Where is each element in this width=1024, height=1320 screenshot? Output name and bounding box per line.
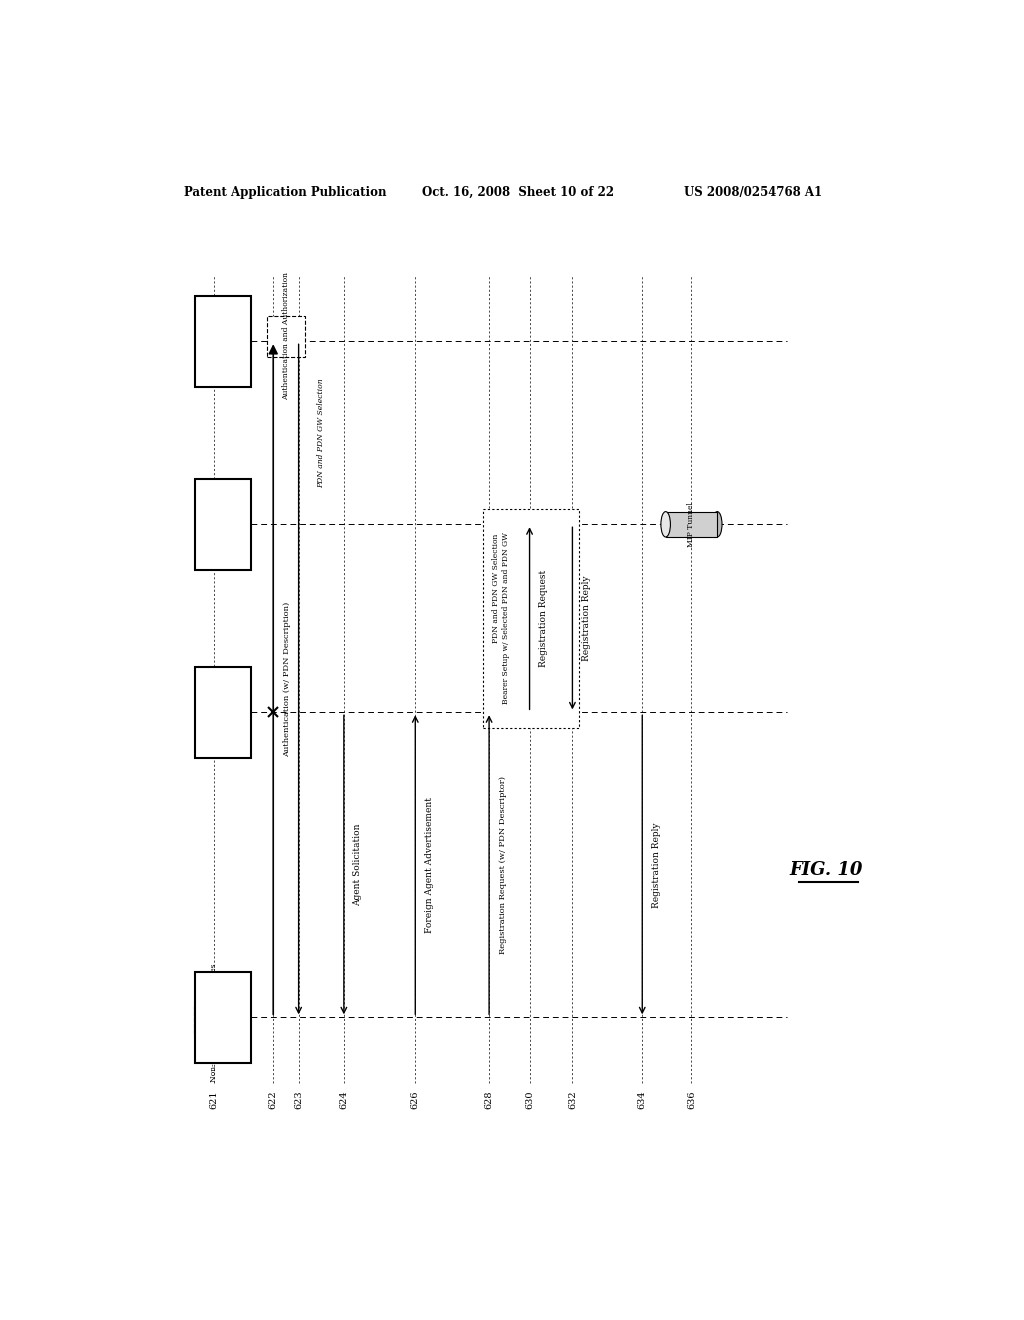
Text: 626: 626	[411, 1090, 420, 1109]
Text: PDN and PDN GW Selection: PDN and PDN GW Selection	[317, 378, 326, 487]
Text: Bearer Setup w/ Selected PDN and PDN GW: Bearer Setup w/ Selected PDN and PDN GW	[502, 532, 510, 705]
Text: 621: 621	[209, 1090, 218, 1109]
Bar	[482, 510, 579, 727]
Text: Registration Reply: Registration Reply	[582, 576, 591, 661]
Bar	[666, 512, 717, 537]
Text: FIG. 10: FIG. 10	[790, 861, 863, 879]
Bar	[196, 972, 251, 1063]
Text: PDN and PDN GW Selection: PDN and PDN GW Selection	[493, 533, 501, 643]
Text: SRD: SRD	[218, 1005, 228, 1031]
Text: 630: 630	[525, 1090, 535, 1109]
Text: MIP Tunnel: MIP Tunnel	[687, 502, 695, 546]
Text: Registration Reply: Registration Reply	[652, 822, 660, 908]
Text: Authentication (w/ PDN Description): Authentication (w/ PDN Description)	[283, 602, 291, 756]
Text: 622: 622	[268, 1090, 278, 1109]
Bar	[196, 479, 251, 570]
Text: 623: 623	[294, 1090, 303, 1109]
Text: AP of an AN: AP of an AN	[218, 675, 228, 750]
Text: 636: 636	[687, 1090, 696, 1109]
Bar	[196, 296, 251, 387]
Text: Foreign Agent Advertisement: Foreign Agent Advertisement	[425, 797, 434, 933]
Text: Patent Application Publication: Patent Application Publication	[183, 186, 386, 199]
Ellipse shape	[713, 512, 722, 537]
Bar	[194, 1005, 233, 1036]
Text: Registration Request: Registration Request	[539, 570, 548, 667]
Text: 624: 624	[339, 1090, 348, 1109]
Text: Agent Solicitation: Agent Solicitation	[353, 824, 362, 906]
Bar	[196, 667, 251, 758]
Text: 634: 634	[638, 1090, 647, 1109]
Text: Non-3GPP-Specific procedures: Non-3GPP-Specific procedures	[210, 964, 218, 1081]
Text: PDN GW: PDN GW	[218, 498, 228, 552]
Text: US 2008/0254768 A1: US 2008/0254768 A1	[684, 186, 821, 199]
Text: 628: 628	[484, 1090, 494, 1109]
Text: Registration Request (w/ PDN Descriptor): Registration Request (w/ PDN Descriptor)	[499, 776, 507, 954]
Ellipse shape	[660, 512, 671, 537]
Text: 632: 632	[568, 1090, 577, 1109]
Text: HPLMN
Servers: HPLMN Servers	[211, 317, 236, 366]
Text: Oct. 16, 2008  Sheet 10 of 22: Oct. 16, 2008 Sheet 10 of 22	[422, 186, 613, 199]
Text: Authentication and Authorization: Authentication and Authorization	[282, 272, 290, 400]
Bar	[267, 315, 305, 356]
